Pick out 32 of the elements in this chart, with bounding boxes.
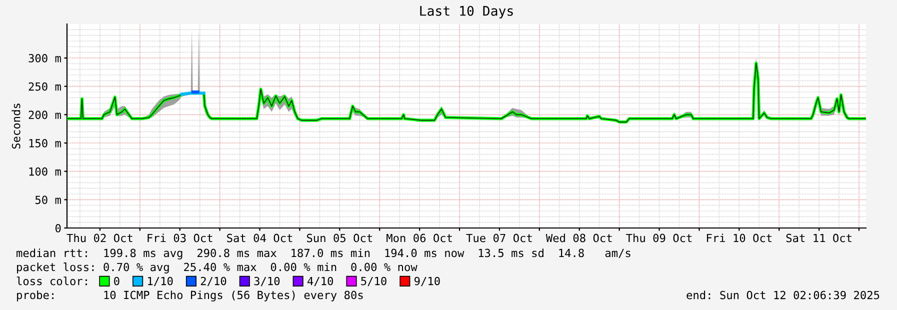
legend-label: 3/10	[254, 276, 280, 286]
y-tick-label: 200 m	[28, 110, 61, 120]
legend-label: 4/10	[308, 276, 333, 286]
x-tick-label: Thu 09 Oct	[626, 234, 692, 242]
y-tick-label: 250 m	[28, 82, 61, 91]
line-series	[67, 62, 866, 124]
y-tick-label: 50 m	[35, 196, 61, 204]
text: probe: 10 ICMP Echo Pings (56 Bytes) every 80s	[17, 290, 363, 302]
x-tick-label: Sun 05 Oct	[306, 234, 372, 242]
x-tick-label: Fri 10 Oct	[706, 234, 772, 242]
legend-label: 2/10	[200, 276, 226, 286]
y-axis-title: Seconds	[12, 104, 20, 149]
chart-title: Last 10 Days	[420, 6, 513, 18]
text: median rtt: 199.8 ms avg 290.8 ms max 187.0 ms min 194.0 ms now 13.5 ms sd 14.8 am/s	[16, 248, 630, 260]
x-tick-label: Sat 04 Oct	[227, 234, 292, 242]
y-tick-label: 0	[55, 224, 61, 232]
legend-label: 9/10	[414, 276, 440, 286]
text: packet loss: 0.70 % avg 25.40 % max 0.00 % min 0.00 % now	[17, 262, 418, 274]
x-tick-label: Fri 03 Oct	[148, 234, 212, 242]
x-tick-label: Mon 06 Oct	[386, 234, 452, 242]
y-tick-label: 150 m	[29, 139, 61, 148]
legend-label: 0	[114, 276, 120, 286]
x-tick-label: Thu 02 Oct	[66, 234, 132, 242]
y-tick-label: 300 m	[28, 54, 61, 62]
y-tick-label: 100 m	[29, 167, 61, 176]
legend-title: loss color:	[16, 276, 87, 286]
legend-label: 1/10	[148, 276, 173, 286]
x-tick-label: Tue 07 Oct	[466, 234, 532, 242]
legend-label: 5/10	[361, 276, 386, 286]
x-tick-label: Wed 08 Oct	[546, 234, 612, 242]
text: end: Sun Oct 12 02:06:39 2025	[686, 290, 880, 300]
x-tick-label: Sat 11 Oct	[786, 234, 852, 242]
